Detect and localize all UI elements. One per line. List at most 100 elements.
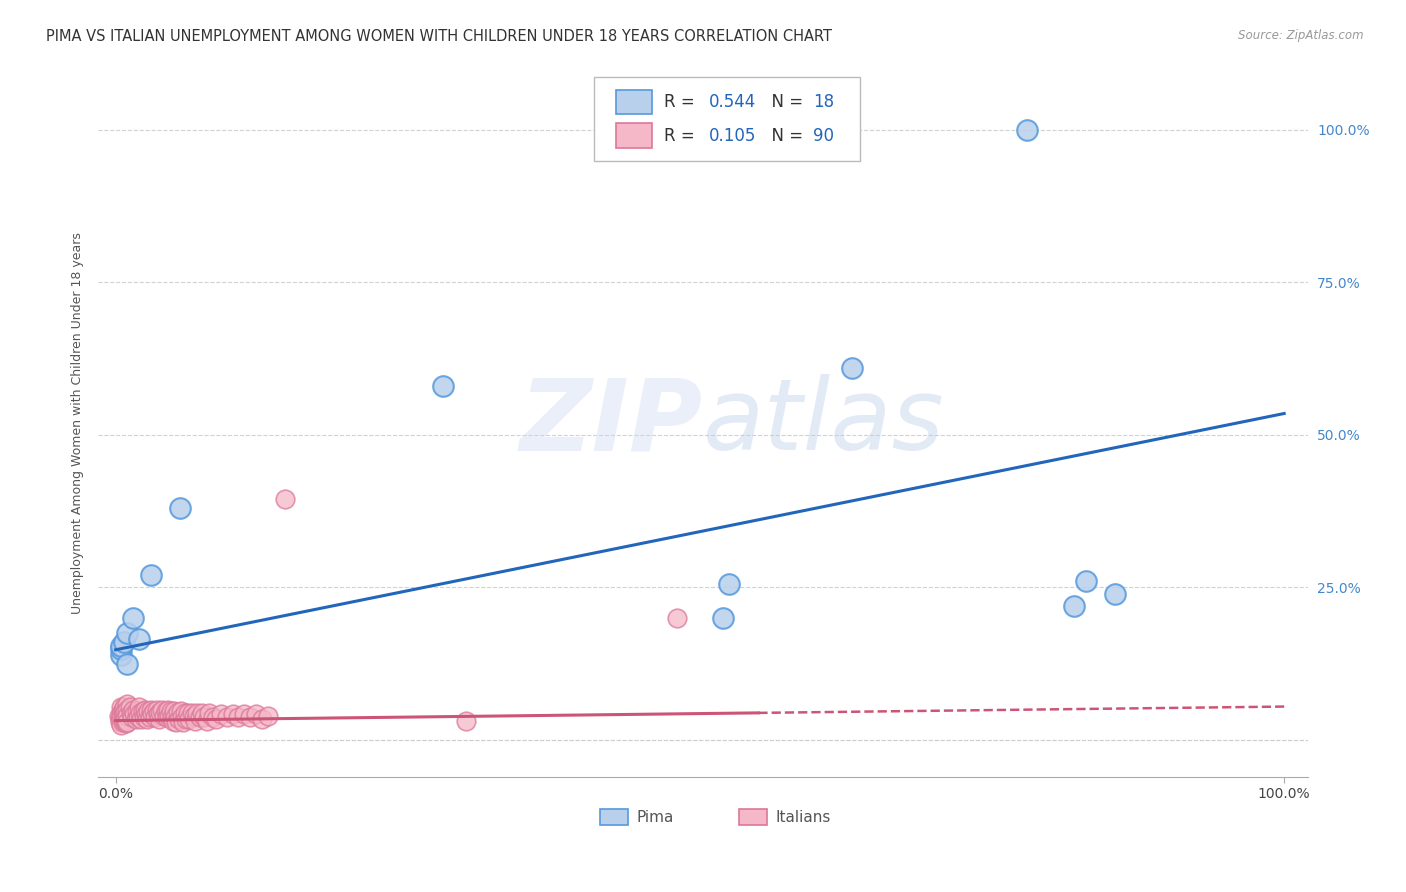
Point	[159, 704, 181, 718]
Point	[110, 639, 132, 653]
Point	[160, 710, 183, 724]
Point	[110, 710, 132, 724]
Point	[177, 706, 200, 720]
Point	[141, 707, 163, 722]
Point	[117, 697, 139, 711]
Point	[718, 577, 741, 591]
Bar	[740, 809, 766, 825]
Point	[1063, 599, 1085, 613]
Point	[149, 705, 172, 719]
Point	[148, 712, 170, 726]
Point	[131, 712, 153, 726]
Point	[166, 705, 188, 719]
Point	[117, 657, 139, 671]
Text: N =: N =	[761, 93, 808, 111]
Point	[157, 703, 180, 717]
Text: atlas: atlas	[703, 374, 945, 471]
Point	[129, 706, 152, 720]
Point	[118, 699, 141, 714]
Point	[239, 710, 262, 724]
Point	[134, 703, 156, 717]
Point	[115, 716, 138, 731]
Point	[111, 703, 134, 717]
Point	[110, 712, 132, 726]
Text: R =: R =	[664, 93, 700, 111]
Text: R =: R =	[664, 127, 700, 145]
Point	[139, 703, 162, 717]
Point	[432, 379, 454, 393]
Point	[138, 710, 160, 724]
Point	[112, 707, 135, 722]
Point	[128, 699, 150, 714]
Point	[111, 708, 134, 723]
Point	[1104, 586, 1126, 600]
Point	[117, 626, 139, 640]
Point	[117, 703, 139, 717]
Point	[135, 707, 157, 722]
Point	[143, 704, 166, 718]
Text: Source: ZipAtlas.com: Source: ZipAtlas.com	[1239, 29, 1364, 42]
Text: 0.544: 0.544	[709, 93, 756, 111]
Text: PIMA VS ITALIAN UNEMPLOYMENT AMONG WOMEN WITH CHILDREN UNDER 18 YEARS CORRELATIO: PIMA VS ITALIAN UNEMPLOYMENT AMONG WOMEN…	[46, 29, 832, 44]
Point	[110, 648, 132, 662]
Point	[110, 714, 132, 729]
Text: ZIP: ZIP	[520, 374, 703, 471]
Text: Italians: Italians	[776, 810, 831, 824]
Point	[186, 706, 208, 720]
Point	[215, 710, 238, 724]
Point	[274, 491, 297, 506]
Point	[205, 712, 228, 726]
Point	[1017, 122, 1039, 136]
Text: 0.105: 0.105	[709, 127, 756, 145]
Point	[152, 708, 174, 723]
Bar	[616, 123, 652, 148]
Point	[110, 699, 132, 714]
Point	[117, 708, 139, 723]
Point	[114, 712, 136, 726]
Point	[195, 714, 218, 728]
FancyBboxPatch shape	[593, 77, 860, 161]
Point	[165, 714, 187, 729]
Point	[163, 704, 186, 718]
Point	[162, 714, 184, 728]
Point	[169, 501, 191, 516]
Point	[108, 708, 131, 723]
Point	[184, 714, 207, 728]
Point	[172, 710, 194, 724]
Y-axis label: Unemployment Among Women with Children Under 18 years: Unemployment Among Women with Children U…	[72, 232, 84, 614]
Text: N =: N =	[761, 127, 808, 145]
Bar	[600, 809, 628, 825]
Point	[122, 611, 145, 625]
Point	[112, 714, 135, 728]
Point	[121, 710, 143, 724]
Point	[198, 706, 221, 720]
Point	[209, 707, 232, 722]
Point	[233, 707, 256, 722]
Point	[120, 706, 142, 720]
Point	[188, 710, 211, 724]
Point	[122, 703, 145, 717]
Point	[201, 710, 224, 724]
Point	[256, 708, 278, 723]
Point	[193, 710, 215, 724]
Point	[172, 714, 194, 729]
Point	[124, 706, 146, 721]
Point	[145, 703, 167, 717]
Point	[117, 714, 139, 729]
Point	[711, 611, 734, 625]
Point	[110, 718, 132, 732]
Point	[111, 714, 134, 729]
Point	[228, 710, 250, 724]
Point	[180, 706, 202, 720]
Bar	[616, 90, 652, 114]
Point	[191, 706, 214, 720]
Point	[110, 706, 132, 720]
Point	[456, 714, 478, 728]
Point	[114, 704, 136, 718]
Text: Pima: Pima	[637, 810, 673, 824]
Point	[841, 360, 863, 375]
Point	[245, 707, 267, 722]
Point	[138, 704, 160, 718]
Point	[221, 707, 243, 722]
Point	[183, 708, 205, 723]
